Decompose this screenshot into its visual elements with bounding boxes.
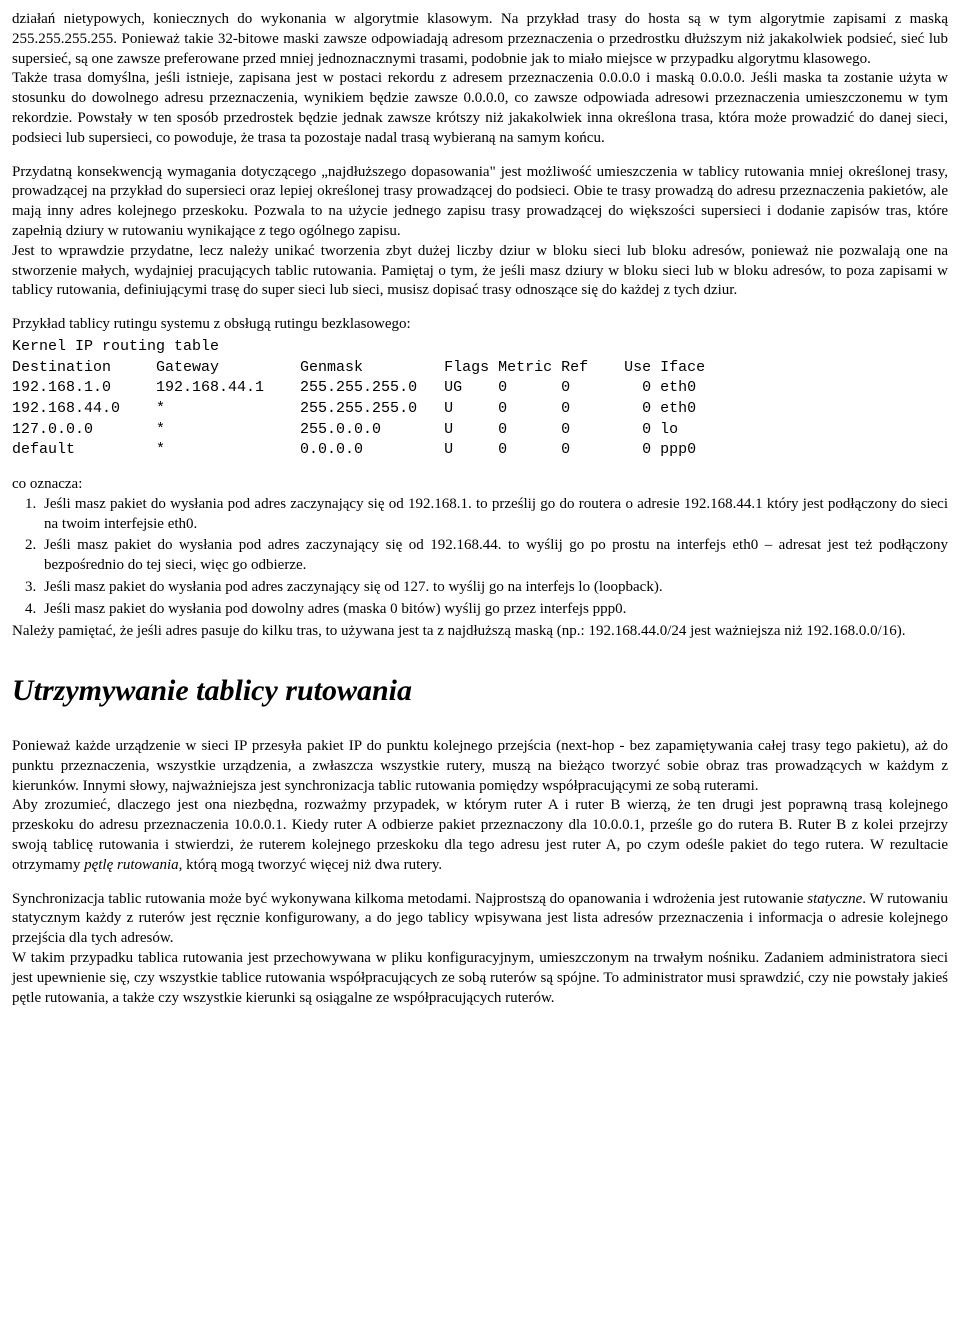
meaning-list: Jeśli masz pakiet do wysłania pod adres … (12, 495, 948, 620)
paragraph-3a: Ponieważ każde urządzenie w sieci IP prz… (12, 737, 948, 796)
list-item: Jeśli masz pakiet do wysłania pod dowoln… (40, 600, 948, 620)
routing-table: Kernel IP routing table Destination Gate… (12, 337, 948, 461)
emphasis: statyczne (807, 891, 862, 907)
list-item: Jeśli masz pakiet do wysłania pod adres … (40, 536, 948, 576)
section-heading: Utrzymywanie tablicy rutowania (12, 671, 948, 711)
meaning-label: co oznacza: (12, 475, 948, 495)
paragraph-1b: Także trasa domyślna, jeśli istnieje, za… (12, 69, 948, 148)
paragraph-2a: Przydatną konsekwencją wymagania dotyczą… (12, 163, 948, 242)
paragraph-5: W takim przypadku tablica rutowania jest… (12, 949, 948, 1008)
emphasis: pętlę rutowania, (84, 857, 182, 873)
paragraph-3b: Aby zrozumieć, dlaczego jest ona niezbęd… (12, 796, 948, 875)
text-span: Synchronizacja tablic rutowania może być… (12, 891, 807, 907)
list-item: Jeśli masz pakiet do wysłania pod adres … (40, 495, 948, 535)
paragraph-4: Synchronizacja tablic rutowania może być… (12, 890, 948, 949)
routing-table-intro: Przykład tablicy rutingu systemu z obsłu… (12, 315, 948, 335)
after-list-note: Należy pamiętać, że jeśli adres pasuje d… (12, 622, 948, 642)
text-span: którą mogą tworzyć więcej niż dwa rutery… (182, 857, 442, 873)
paragraph-2b: Jest to wprawdzie przydatne, lecz należy… (12, 242, 948, 301)
paragraph-1a: działań nietypowych, koniecznych do wyko… (12, 10, 948, 69)
list-item: Jeśli masz pakiet do wysłania pod adres … (40, 578, 948, 598)
